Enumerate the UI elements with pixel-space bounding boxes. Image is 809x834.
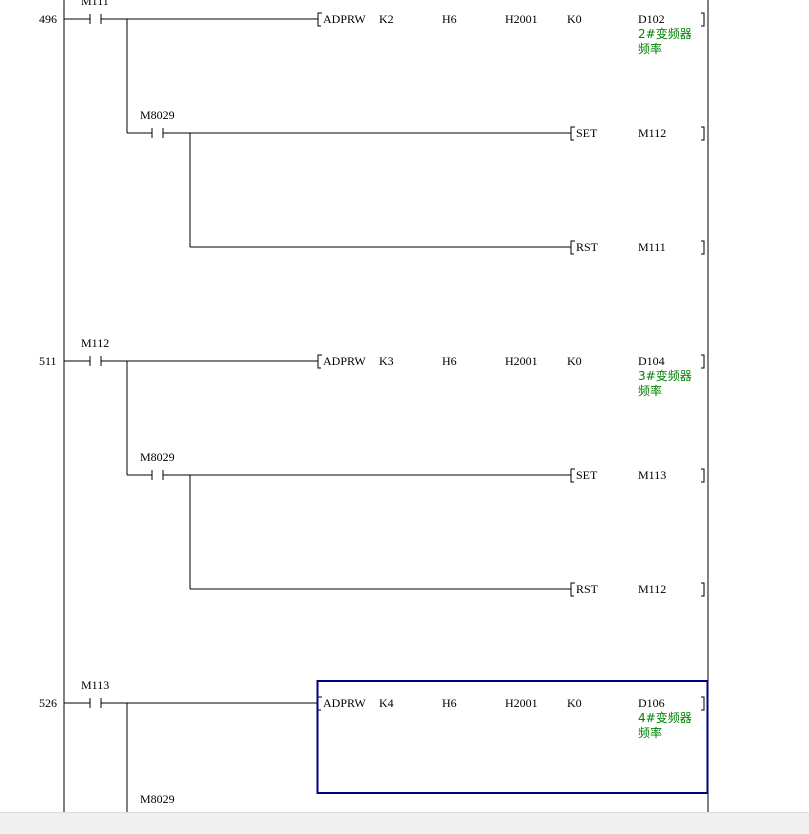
status-bar — [0, 812, 809, 834]
instruction-open-bracket — [317, 354, 322, 369]
instruction-open-bracket — [317, 12, 322, 27]
step-number: 526 — [39, 696, 57, 710]
output-open-bracket — [570, 240, 575, 255]
output-instruction[interactable]: SET — [576, 468, 598, 482]
output-instruction[interactable]: RST — [576, 582, 599, 596]
instruction-operand[interactable]: K2 — [379, 12, 394, 26]
instruction-close-bracket — [701, 12, 705, 27]
contact-label: M8029 — [140, 792, 175, 806]
contact-label: M8029 — [140, 108, 175, 122]
output-close-bracket — [701, 240, 705, 255]
contact-label: M112 — [81, 336, 109, 350]
device-comment: 频率 — [638, 41, 662, 56]
output-close-bracket — [701, 468, 705, 483]
instruction-opcode[interactable]: ADPRW — [323, 354, 366, 368]
instruction-operand[interactable]: K0 — [567, 696, 582, 710]
instruction-opcode[interactable]: ADPRW — [323, 12, 366, 26]
step-number: 511 — [39, 354, 57, 368]
contact-label: M111 — [81, 0, 109, 8]
instruction-operand[interactable]: K0 — [567, 12, 582, 26]
instruction-operand[interactable]: H2001 — [505, 354, 538, 368]
instruction-operand[interactable]: K0 — [567, 354, 582, 368]
instruction-operand[interactable]: H2001 — [505, 12, 538, 26]
instruction-close-bracket — [701, 354, 705, 369]
device-comment: 频率 — [638, 725, 662, 740]
contact-label: M8029 — [140, 450, 175, 464]
instruction-operand[interactable]: D104 — [638, 354, 665, 368]
contact-label: M113 — [81, 678, 109, 692]
step-number: 496 — [39, 12, 57, 26]
output-device[interactable]: M112 — [638, 126, 666, 140]
instruction-operand[interactable]: H6 — [442, 12, 457, 26]
cursor-selection — [316, 680, 709, 794]
instruction-open-bracket — [317, 696, 322, 711]
instruction-operand[interactable]: H2001 — [505, 696, 538, 710]
instruction-opcode[interactable]: ADPRW — [323, 696, 366, 710]
output-open-bracket — [570, 468, 575, 483]
instruction-operand[interactable]: K4 — [379, 696, 394, 710]
output-close-bracket — [701, 582, 705, 597]
device-comment: 2#变频器 — [638, 26, 692, 41]
output-close-bracket — [701, 126, 705, 141]
device-comment: 4#变频器 — [638, 710, 692, 725]
instruction-operand[interactable]: H6 — [442, 354, 457, 368]
output-open-bracket — [570, 582, 575, 597]
instruction-operand[interactable]: H6 — [442, 696, 457, 710]
instruction-operand[interactable]: D102 — [638, 12, 665, 26]
instruction-close-bracket — [701, 696, 705, 711]
output-device[interactable]: M111 — [638, 240, 666, 254]
instruction-operand[interactable]: D106 — [638, 696, 665, 710]
output-open-bracket — [570, 126, 575, 141]
instruction-operand[interactable]: K3 — [379, 354, 394, 368]
output-instruction[interactable]: SET — [576, 126, 598, 140]
output-device[interactable]: M112 — [638, 582, 666, 596]
device-comment: 3#变频器 — [638, 368, 692, 383]
device-comment: 频率 — [638, 383, 662, 398]
output-device[interactable]: M113 — [638, 468, 666, 482]
output-instruction[interactable]: RST — [576, 240, 599, 254]
